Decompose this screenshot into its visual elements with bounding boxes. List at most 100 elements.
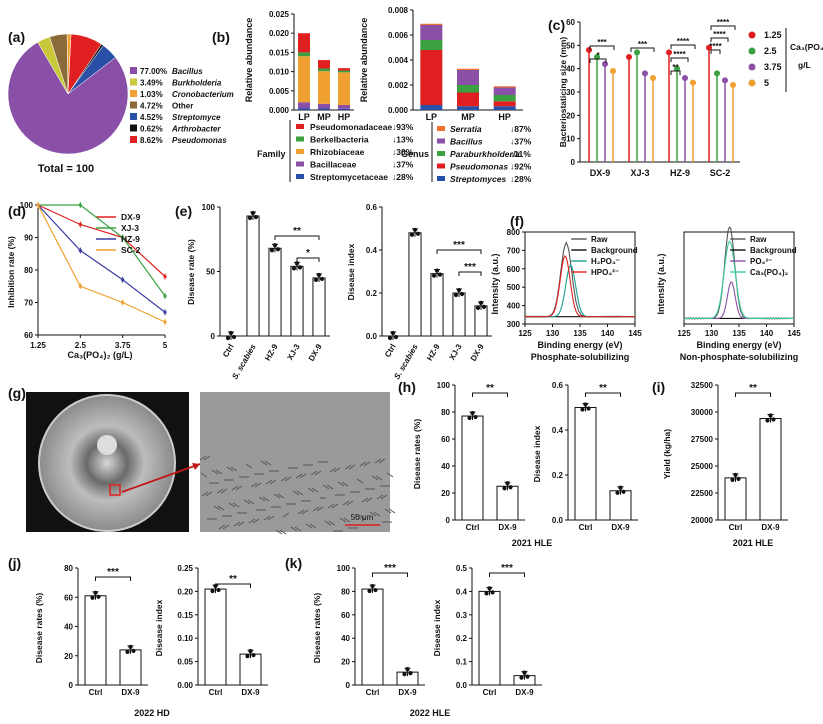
e-index-xtick-label: HZ-9 [425,342,442,362]
c-point [682,75,688,81]
b-family-legend-name: Rhizobiaceae [310,147,365,157]
e-rate-bar [290,265,304,337]
g-texture [376,494,384,500]
f-right-xtick-label: 140 [760,329,774,338]
c-xtick-label: XJ-3 [630,168,649,178]
legend-name: Burkholderia [172,79,222,88]
g-texture [297,509,305,515]
k-rate-point [370,583,375,589]
k-index-point [522,670,527,675]
g-texture [228,502,236,508]
e-index-ytick-label: 0.2 [366,289,378,298]
g-texture [226,466,234,472]
b-genus-bar-segment [457,68,479,70]
k-rate-ytick-label: 20 [341,658,350,667]
g-texture [265,479,273,485]
c-point [714,70,720,77]
d-series-line [38,204,166,297]
c-sig-bracket [670,70,681,75]
g-arrow-line [121,463,201,493]
g-texture [310,470,318,476]
c-point [706,44,712,51]
f-ylabel-right: Intensity (a.u.) [656,253,666,314]
b-genus-xtick-label: LP [426,112,438,122]
b-genus-ytick-label: 0.008 [388,6,409,15]
c-ytick-label: 50 [566,41,575,50]
b-family-legend-change: ↓37% [392,160,414,170]
g-texture [218,524,226,530]
legend-pct: 4.52% [140,113,163,122]
c-sig-label: **** [713,30,726,39]
panel-a: (a) 77.00% Bacillus 3.49% Burkholderia 1.03% C… [7,29,234,175]
j-index-bar [239,653,262,686]
k-index-ytick-label: 0.4 [456,587,468,596]
h-rate-point [508,485,513,490]
j-index-xtick-label: Ctrl [209,688,223,697]
g-texture [328,520,336,526]
g-texture [282,512,290,518]
h-index-bar [609,490,632,521]
g-texture [243,499,251,505]
d-point [78,248,82,253]
c-sig-label: **** [673,50,686,59]
g-texture [327,503,335,509]
i-ytick-label: 22500 [691,489,714,498]
g-texture [284,476,292,482]
g-texture [314,470,322,476]
b-genus-swatch [437,151,445,156]
legend-pct: 4.72% [140,102,163,111]
c-sig-label: **** [717,18,730,27]
g-texture [203,455,211,461]
e-rate-ylabel: Disease rate (%) [186,239,196,305]
e-index-ylabel: Disease index [346,243,356,300]
b-family-legend-change: ↓93% [392,122,414,132]
legend-swatch [130,101,137,109]
h-index-point [586,406,591,411]
g-texture [342,500,350,506]
b-family-bar-segment [298,52,310,57]
j-rate-ytick-label: 80 [64,564,73,573]
b-ylabel-left: Relative abundance [244,18,254,103]
j-rate-point [93,590,98,595]
h-rate-ytick-label: 0 [446,516,451,525]
panel-g: (g) 50 μm [8,385,396,535]
g-texture [363,461,371,467]
g-texture [217,505,225,511]
e-index-xtick-label: DX-9 [469,342,486,363]
f-left-ytick-label: 600 [507,265,521,274]
e-rate-xtick-label: HZ-9 [263,342,280,362]
e-rate-ytick-label: 0 [211,332,216,341]
f-right-curve [684,240,794,320]
g-texture [344,464,352,470]
f-left-legend-label: Background [591,246,638,255]
c-point [650,75,656,81]
i-ytick-label: 25000 [691,462,714,471]
k-caption: 2022 HLE [410,708,451,718]
i-point [771,417,776,422]
j-rate-point [90,595,95,600]
b-family-bar-segment [338,72,350,106]
g-texture [250,482,258,488]
b-genus-bar-segment [457,92,479,107]
d-xtick-label: 3.75 [115,341,131,350]
f-right-legend-label: Raw [750,235,767,244]
g-texture [254,482,262,488]
g-texture [348,464,356,470]
e-index-sig-label: *** [453,240,465,251]
h-rate-sig-bracket [472,392,508,397]
legend-pct: 8.62% [140,136,163,145]
g-texture [339,517,347,523]
c-legend-label: 2.5 [764,46,777,56]
legend-swatch [130,78,137,86]
h-rate-bar [496,485,519,521]
j-index-ytick-label: 0.05 [177,658,193,667]
j-index-ytick-label: 0.20 [177,587,193,596]
b-family-legend-change: ↓13% [392,135,414,145]
b-genus-swatch [437,126,445,131]
b-genus-bar-segment [457,85,479,93]
f-ylabel-left: Intensity (a.u.) [490,253,500,314]
b-family-swatch [296,124,304,129]
d-legend-label: SC-2 [121,245,141,255]
e-index-point [393,334,399,340]
